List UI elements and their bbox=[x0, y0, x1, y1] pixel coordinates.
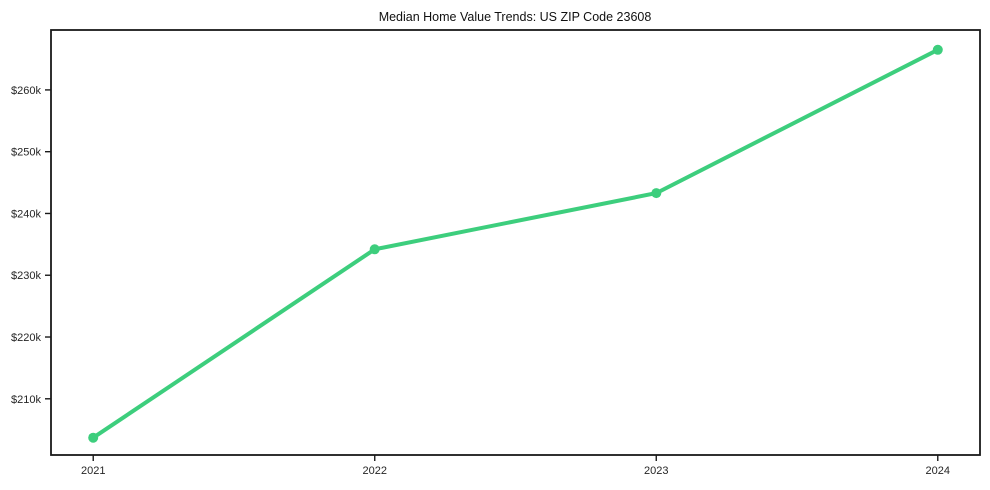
x-tick-label: 2021 bbox=[81, 465, 105, 477]
y-tick-label: $240k bbox=[11, 208, 41, 220]
data-point-marker bbox=[651, 188, 662, 199]
y-tick-label: $230k bbox=[11, 270, 41, 282]
y-axis: $210k $220k $230k $240k $250k $260k bbox=[11, 85, 51, 406]
x-tick-label: 2023 bbox=[644, 465, 668, 477]
data-point-marker bbox=[88, 432, 99, 443]
data-point-marker bbox=[932, 44, 943, 55]
y-tick-label: $220k bbox=[11, 332, 41, 344]
y-tick-label: $260k bbox=[11, 85, 41, 97]
data-series bbox=[88, 44, 943, 443]
y-tick-label: $250k bbox=[11, 147, 41, 159]
chart-title: Median Home Value Trends: US ZIP Code 23… bbox=[379, 10, 652, 24]
x-tick-label: 2024 bbox=[926, 465, 950, 477]
data-point-marker bbox=[369, 244, 380, 255]
series-line bbox=[91, 47, 940, 440]
x-axis: 2021 2022 2023 2024 bbox=[81, 455, 950, 477]
plot-area-border bbox=[50, 29, 981, 456]
x-tick-label: 2022 bbox=[363, 465, 387, 477]
y-tick-label: $210k bbox=[11, 394, 41, 406]
